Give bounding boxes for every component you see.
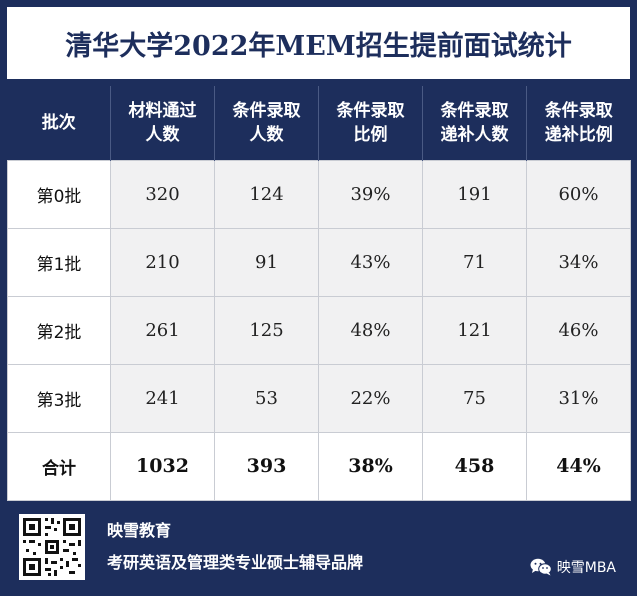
total-cell: 1032 [110, 431, 215, 501]
header-line: 批次 [41, 112, 76, 133]
batch-label: 第2批 [7, 295, 111, 365]
header-line: 条件录取 [544, 100, 613, 121]
total-cell: 44% [526, 431, 631, 501]
wechat-account-name: 映雪MBA [556, 560, 616, 576]
header-backfill-count: 条件录取 递补人数 [422, 86, 527, 160]
total-cell: 458 [422, 431, 527, 501]
header-backfill-ratio: 条件录取 递补比例 [526, 86, 631, 160]
table-cell: 210 [110, 227, 215, 297]
header-line: 递补比例 [544, 124, 613, 145]
header-admitted-ratio: 条件录取 比例 [318, 86, 423, 160]
header-line: 材料通过 [128, 100, 197, 121]
header-line: 条件录取 [440, 100, 509, 121]
stats-table: 批次 材料通过 人数 条件录取 人数 条件录取 比例 条件录取 递补人数 [7, 86, 631, 501]
title-box: 清华大学2022年MEM招生提前面试统计 [7, 7, 630, 79]
table-cell: 261 [110, 295, 215, 365]
table-cell: 53 [214, 363, 319, 433]
brand-name: 映雪教育 [107, 521, 172, 540]
total-label: 合计 [7, 431, 111, 501]
table-cell: 241 [110, 363, 215, 433]
table-header-row: 批次 材料通过 人数 条件录取 人数 条件录取 比例 条件录取 递补人数 [7, 86, 631, 160]
table-cell: 39% [318, 159, 423, 229]
header-line: 条件录取 [232, 100, 301, 121]
table-cell: 31% [526, 363, 631, 433]
batch-label: 第3批 [7, 363, 111, 433]
header-line: 条件录取 [336, 100, 405, 121]
batch-label: 第0批 [7, 159, 111, 229]
header-admitted-count: 条件录取 人数 [214, 86, 319, 160]
batch-label: 第1批 [7, 227, 111, 297]
table-cell: 48% [318, 295, 423, 365]
table-cell: 320 [110, 159, 215, 229]
table-cell: 60% [526, 159, 631, 229]
table-cell: 71 [422, 227, 527, 297]
wechat-account[interactable]: 映雪MBA [530, 557, 616, 577]
table-cell: 43% [318, 227, 423, 297]
page-title: 清华大学2022年MEM招生提前面试统计 [65, 30, 572, 62]
table-cell: 46% [526, 295, 631, 365]
table-row: 第3批 241 53 22% 75 31% [7, 363, 631, 433]
table-cell: 125 [214, 295, 319, 365]
table-cell: 124 [214, 159, 319, 229]
table-cell: 91 [214, 227, 319, 297]
table-cell: 75 [422, 363, 527, 433]
header-line: 人数 [249, 124, 284, 145]
table-cell: 22% [318, 363, 423, 433]
header-passed-count: 材料通过 人数 [110, 86, 215, 160]
table-cell: 121 [422, 295, 527, 365]
table-cell: 34% [526, 227, 631, 297]
qr-code-icon[interactable] [19, 514, 85, 580]
total-cell: 393 [214, 431, 319, 501]
total-cell: 38% [318, 431, 423, 501]
header-line: 递补人数 [440, 124, 509, 145]
table-cell: 191 [422, 159, 527, 229]
total-row: 合计 1032 393 38% 458 44% [7, 431, 631, 501]
footer-banner: 映雪教育 考研英语及管理类专业硕士辅导品牌 映雪MBA [7, 505, 630, 589]
wechat-icon [530, 558, 552, 576]
table-row: 第0批 320 124 39% 191 60% [7, 159, 631, 229]
header-line: 人数 [145, 124, 180, 145]
brand-slogan: 考研英语及管理类专业硕士辅导品牌 [107, 553, 364, 572]
table-row: 第1批 210 91 43% 71 34% [7, 227, 631, 297]
table-row: 第2批 261 125 48% 121 46% [7, 295, 631, 365]
header-line: 比例 [353, 124, 388, 145]
header-batch: 批次 [7, 86, 111, 160]
